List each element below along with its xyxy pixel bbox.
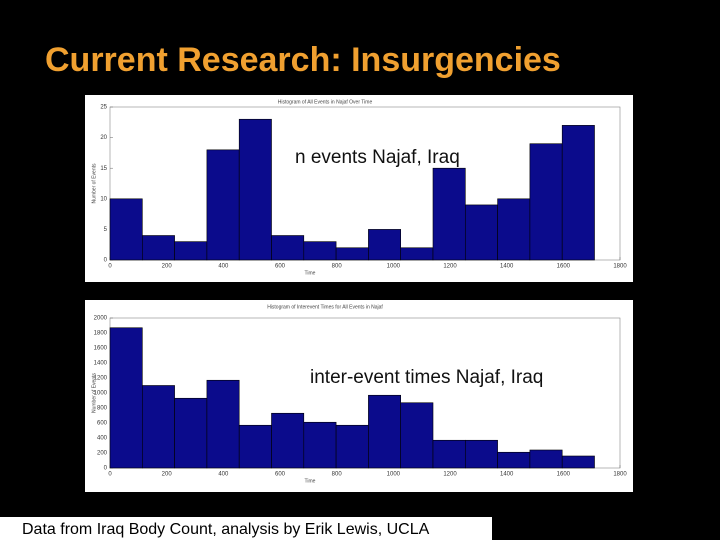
y-tick-label: 1800 xyxy=(94,331,108,337)
x-tick-label: 800 xyxy=(332,472,343,478)
x-tick-label: 1000 xyxy=(387,472,401,478)
x-axis-label: Time xyxy=(305,270,316,276)
bar xyxy=(335,247,369,261)
bar xyxy=(303,421,337,469)
bar xyxy=(109,198,143,261)
bar xyxy=(206,149,240,261)
bar xyxy=(561,125,595,261)
bar xyxy=(174,397,208,469)
bar xyxy=(368,229,401,261)
y-tick-label: 1600 xyxy=(94,346,108,352)
bar xyxy=(400,402,434,469)
x-tick-label: 600 xyxy=(275,472,286,478)
bar xyxy=(206,379,240,469)
bar xyxy=(561,455,595,469)
y-tick-label: 600 xyxy=(97,421,108,427)
bar xyxy=(432,167,466,261)
bar xyxy=(400,247,434,261)
bar xyxy=(335,424,369,469)
bar xyxy=(142,385,175,469)
x-tick-label: 200 xyxy=(162,264,173,270)
bar xyxy=(174,241,208,261)
bar xyxy=(529,143,563,261)
y-tick-label: 200 xyxy=(97,451,108,457)
bar xyxy=(238,118,272,261)
x-tick-label: 1400 xyxy=(500,472,514,478)
y-tick-label: 1200 xyxy=(94,376,108,382)
bar xyxy=(497,451,531,469)
x-tick-label: 1600 xyxy=(557,472,571,478)
y-tick-label: 5 xyxy=(104,227,108,233)
x-tick-label: 1400 xyxy=(500,264,514,270)
x-tick-label: 1600 xyxy=(557,264,571,270)
y-tick-label: 1000 xyxy=(94,391,108,397)
x-axis-label: Time xyxy=(305,478,316,484)
x-tick-label: 0 xyxy=(108,264,112,270)
chart-title: Histogram of Interevent Times for All Ev… xyxy=(267,304,383,310)
y-tick-label: 800 xyxy=(97,406,108,412)
bar xyxy=(271,412,305,469)
bar xyxy=(529,449,563,469)
bar xyxy=(238,424,272,469)
bar xyxy=(497,198,531,261)
x-tick-label: 0 xyxy=(108,472,112,478)
y-tick-label: 15 xyxy=(100,166,107,172)
annotation: n events Najaf, Iraq xyxy=(295,147,460,168)
y-tick-label: 25 xyxy=(100,105,107,111)
footer-box xyxy=(0,517,492,540)
footer: Data from Iraq Body Count, analysis by E… xyxy=(22,521,430,538)
y-axis-label: Number of Events xyxy=(91,372,97,413)
bar xyxy=(271,235,305,261)
y-tick-label: 2000 xyxy=(94,316,108,322)
bar xyxy=(142,235,175,261)
y-tick-label: 20 xyxy=(100,135,107,141)
y-tick-label: 10 xyxy=(100,196,107,202)
chart-title: Histogram of All Events in Najaf Over Ti… xyxy=(278,99,373,105)
slide-title: Current Research: Insurgencies xyxy=(45,41,561,79)
x-tick-label: 1800 xyxy=(613,472,627,478)
y-tick-label: 0 xyxy=(104,258,108,264)
bar xyxy=(303,241,337,261)
x-tick-label: 400 xyxy=(218,264,229,270)
x-tick-label: 1200 xyxy=(443,472,457,478)
x-tick-label: 200 xyxy=(162,472,173,478)
y-tick-label: 1400 xyxy=(94,361,108,367)
bar xyxy=(432,439,466,469)
bar xyxy=(368,394,401,469)
x-tick-label: 1800 xyxy=(613,264,627,270)
bar xyxy=(464,439,498,469)
x-tick-label: 800 xyxy=(332,264,343,270)
x-tick-label: 1000 xyxy=(387,264,401,270)
x-tick-label: 1200 xyxy=(443,264,457,270)
y-tick-label: 400 xyxy=(97,436,108,442)
bar xyxy=(109,327,143,469)
y-tick-label: 0 xyxy=(104,466,108,472)
y-axis-label: Number of Events xyxy=(91,163,97,204)
annotation: inter-event times Najaf, Iraq xyxy=(310,367,543,388)
bar xyxy=(464,204,498,261)
x-tick-label: 400 xyxy=(218,472,229,478)
x-tick-label: 600 xyxy=(275,264,286,270)
